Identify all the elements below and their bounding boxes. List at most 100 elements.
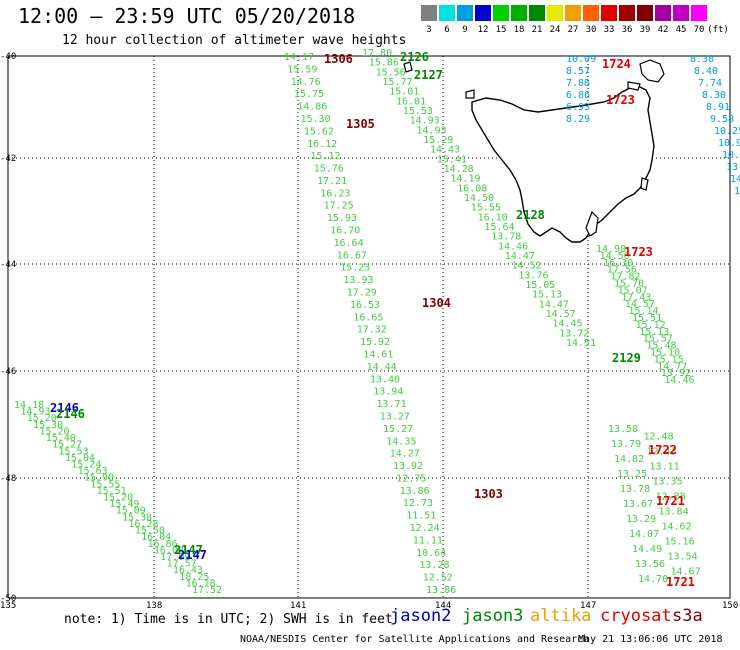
wave-height-value: 6.93	[566, 102, 590, 113]
wave-height-value: 14.70	[638, 574, 668, 585]
wave-height-value: 13.92	[393, 461, 423, 472]
scale-label: 24	[549, 25, 561, 35]
wave-height-value: 13.35	[653, 477, 683, 488]
wave-height-value: 13.54	[668, 552, 698, 563]
track-id-label: 2146	[50, 401, 79, 415]
wave-height-value: 10.90	[718, 138, 740, 149]
wave-height-value: 10.91	[722, 150, 740, 161]
wave-height-value: 13.42	[726, 162, 740, 173]
wave-height-value: 17.80	[362, 48, 392, 59]
wave-height-value: 15.53	[59, 446, 89, 457]
wave-height-value: 16.12	[307, 139, 337, 150]
longitude-label: 144	[435, 601, 452, 611]
wave-height-value: 15.92	[360, 337, 390, 348]
wave-height-value: 10.09	[566, 54, 596, 65]
page-title: 12:00 – 23:59 UTC 05/20/2018	[18, 4, 356, 28]
scale-swatch	[583, 5, 599, 21]
wave-height-value: 13.7	[734, 186, 740, 197]
track-id-label: 1721	[666, 575, 695, 589]
king-island	[403, 61, 413, 73]
scale-label: 27	[567, 25, 579, 35]
wave-height-value: 15.13	[532, 290, 562, 301]
wave-height-value: 15.20	[27, 413, 57, 424]
wave-height-value: 15.10	[650, 348, 680, 359]
wave-height-value: 15.51	[632, 313, 662, 324]
wave-height-value: 14.45	[552, 319, 582, 330]
wave-height-value: 8.40	[694, 66, 718, 77]
footer-credit: NOAA/NESDIS Center for Satellite Applica…	[240, 634, 590, 645]
wave-height-value: 15.62	[304, 126, 334, 137]
wave-height-value: 13.72	[559, 328, 589, 339]
wave-height-value: 15.70	[614, 279, 644, 290]
longitude-label: 135	[0, 601, 17, 611]
scale-label: 36	[621, 25, 633, 35]
wave-height-value: 15.40	[46, 433, 76, 444]
wave-height-value: 17.52	[192, 585, 222, 596]
wave-height-value: 13.27	[380, 412, 410, 423]
scale-swatch	[691, 5, 707, 21]
wave-height-value: 14.46	[664, 375, 694, 386]
scale-swatch	[655, 5, 671, 21]
track-id-label: 1304	[422, 296, 451, 310]
scale-label: 33	[603, 25, 615, 35]
wave-height-value: 15.64	[484, 222, 514, 233]
wave-height-value: 15.53	[403, 106, 433, 117]
wave-height-value: 13.28	[419, 560, 449, 571]
wave-height-value: 15.63	[78, 466, 108, 477]
track-id-label: 1722	[648, 443, 677, 457]
wave-height-value: 17.43	[621, 292, 651, 303]
wave-height-value: 10.64	[416, 548, 446, 559]
wave-height-value: 12.48	[644, 432, 674, 443]
wave-height-value: 17.09	[160, 552, 190, 563]
wave-height-value: 14.67	[671, 567, 701, 578]
longitude-label: 147	[580, 601, 597, 611]
wave-height-value: 12.52	[423, 573, 453, 584]
wave-height-value: 15.77	[382, 77, 412, 88]
latitude-label: -48	[0, 474, 17, 484]
wave-height-value: 14.61	[363, 350, 393, 361]
scale-label: 18	[513, 25, 525, 35]
scale-swatch	[439, 5, 455, 21]
scale-swatch	[421, 5, 437, 21]
wave-height-value: 15.49	[109, 499, 139, 510]
wave-height-value: 13.67	[623, 499, 653, 510]
scale-label: 21	[531, 25, 543, 35]
hunter-island	[465, 89, 475, 99]
wave-height-value: 16.53	[350, 300, 380, 311]
furneaux-islands	[639, 59, 665, 83]
wave-height-value: 13.94	[373, 387, 403, 398]
wave-height-value: 15.50	[135, 526, 165, 537]
wave-height-value: 14.28	[444, 164, 474, 175]
latitude-label: -40	[0, 52, 17, 62]
wave-height-value: 15.76	[314, 164, 344, 175]
wave-height-value: 14.76	[291, 77, 321, 88]
wave-height-value: 14.50	[600, 251, 630, 262]
track-id-label: 1305	[346, 117, 375, 131]
scale-label: 45	[675, 25, 687, 35]
wave-height-value: 14.98	[596, 244, 626, 255]
scale-swatch	[673, 5, 689, 21]
wave-height-value: 8.57	[566, 66, 590, 77]
cape-barren-island	[627, 81, 641, 91]
wave-height-value: 13.40	[370, 374, 400, 385]
wave-height-value: 17.29	[347, 288, 377, 299]
wave-height-value: 17.56	[607, 265, 637, 276]
wave-height-value: 14.07	[629, 529, 659, 540]
wave-height-value: 8.91	[706, 102, 730, 113]
wave-height-value: 17.25	[324, 201, 354, 212]
wave-height-value: 15.12	[636, 320, 666, 331]
longitude-label: 141	[290, 601, 307, 611]
track-id-label: 2127	[414, 68, 443, 82]
scale-swatch	[547, 5, 563, 21]
latitude-label: -50	[0, 594, 17, 604]
scale-swatch	[511, 5, 527, 21]
wave-height-value: 14.17	[284, 52, 314, 63]
wave-height-value: 15.75	[294, 89, 324, 100]
wave-height-value: 15.48	[646, 341, 676, 352]
wave-height-value: 13.29	[626, 514, 656, 525]
scale-swatch	[601, 5, 617, 21]
wave-height-value: 16.08	[457, 183, 487, 194]
wave-height-value: 13.84	[659, 507, 689, 518]
wave-height-value: 15.20	[39, 426, 69, 437]
